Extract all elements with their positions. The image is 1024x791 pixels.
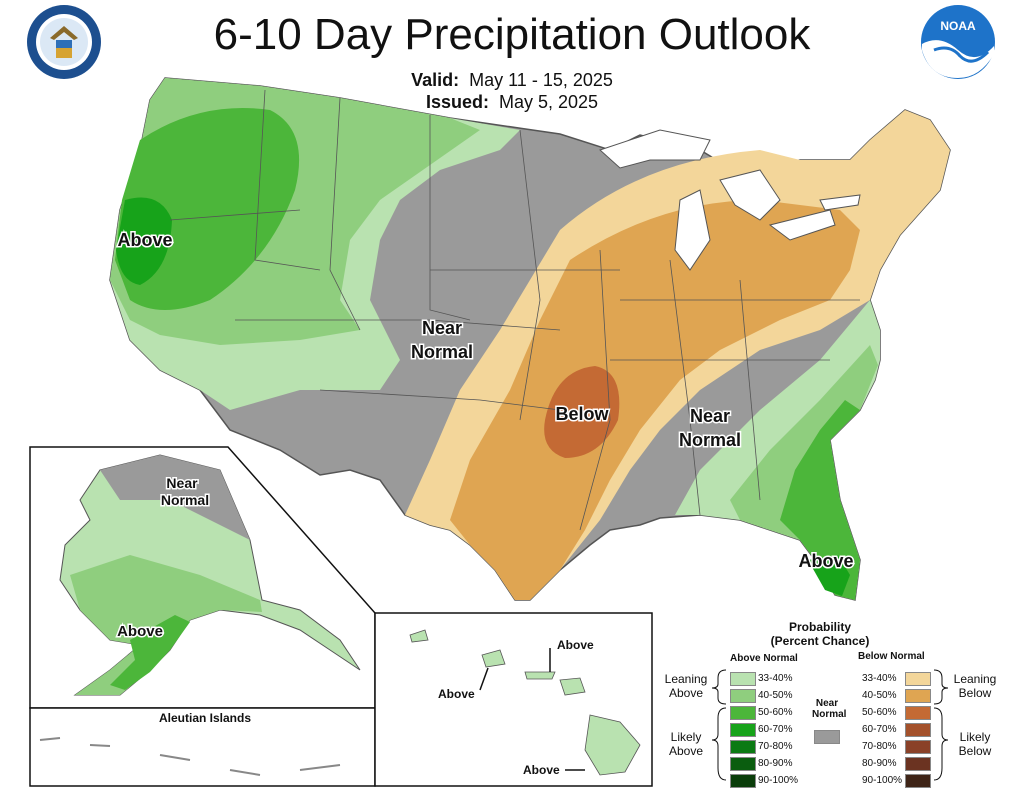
- noaa-logo-icon: NOAA: [921, 5, 995, 79]
- legend-below-label: 50-60%: [862, 707, 897, 718]
- legend-above-swatch: [730, 689, 756, 703]
- legend-below-swatch: [905, 723, 931, 737]
- legend-near-swatch: [814, 730, 840, 744]
- legend-below-swatch: [905, 672, 931, 686]
- legend-below-header: Below Normal: [858, 651, 925, 662]
- legend-leaning-above: Leaning Above: [664, 672, 708, 700]
- label-hawaii-above-2: Above: [438, 687, 475, 701]
- valid-label: Valid:: [411, 70, 460, 90]
- legend-below-swatch: [905, 757, 931, 771]
- legend-above-label: 50-60%: [758, 707, 793, 718]
- legend-likely-below: Likely Below: [950, 730, 1000, 758]
- legend-below-label: 40-50%: [862, 690, 897, 701]
- legend-below-swatch: [905, 774, 931, 788]
- label-near-southeast-2: Normal: [679, 430, 741, 450]
- aleutian-inset: Aleutian Islands: [29, 707, 376, 787]
- label-hawaii-above-1: Above: [557, 638, 594, 652]
- legend-above-label: 80-90%: [758, 758, 793, 769]
- legend-likely-above: Likely Above: [664, 730, 708, 758]
- legend-above-label: 60-70%: [758, 724, 793, 735]
- state-lines: [169, 89, 860, 531]
- west-above-60: [116, 197, 172, 285]
- label-hawaii-above-3: Above: [523, 763, 560, 777]
- issued-label: Issued:: [425, 92, 489, 112]
- department-of-commerce-seal-icon: [27, 5, 101, 79]
- legend-likely-above-2: Above: [668, 744, 704, 758]
- legend-likely-below-1: Likely: [959, 730, 991, 744]
- legend-leaning-above-1: Leaning: [664, 672, 708, 686]
- issued-date: Issued: May 5, 2025: [0, 92, 1024, 113]
- legend-title-1: Probability: [788, 620, 851, 634]
- legend-title-2: (Percent Chance): [770, 634, 870, 648]
- legend-above-label: 90-100%: [758, 775, 799, 786]
- label-near-central-2: Normal: [411, 342, 473, 362]
- label-near-central-1: Near: [422, 318, 462, 338]
- legend-above-label: 40-50%: [758, 690, 793, 701]
- legend-below-label: 90-100%: [862, 775, 903, 786]
- legend-below-label: 70-80%: [862, 741, 897, 752]
- legend-above-swatch: [730, 740, 756, 754]
- label-aleutian-islands: Aleutian Islands: [159, 711, 251, 725]
- legend-below-label: 80-90%: [862, 758, 897, 769]
- label-alaska-above: Above: [117, 623, 163, 640]
- valid-dates: Valid: May 11 - 15, 2025: [0, 70, 1024, 91]
- florida-above-60: [808, 555, 850, 596]
- label-above-west: Above: [117, 230, 172, 250]
- alaska-inset: Near Normal Above: [29, 446, 376, 709]
- legend-below-swatch: [905, 689, 931, 703]
- noaa-text: NOAA: [940, 19, 976, 33]
- label-below-central: Below: [555, 404, 609, 424]
- issued-value: May 5, 2025: [498, 92, 599, 112]
- legend-leaning-above-2: Above: [668, 686, 704, 700]
- label-alaska-near-1: Near: [166, 475, 198, 491]
- legend-leaning-below: Leaning Below: [950, 672, 1000, 700]
- legend-likely-above-1: Likely: [670, 730, 702, 744]
- legend-near-label-2: Normal: [812, 709, 847, 720]
- legend-above-swatch: [730, 757, 756, 771]
- legend-near-label-1: Near: [815, 698, 839, 709]
- hawaii-inset: Above Above Above: [374, 612, 653, 787]
- label-near-southeast-1: Near: [690, 406, 730, 426]
- legend-above-header: Above Normal: [730, 653, 798, 664]
- central-below-50: [544, 366, 620, 458]
- label-above-florida: Above: [798, 551, 853, 571]
- legend-above-swatch: [730, 672, 756, 686]
- valid-value: May 11 - 15, 2025: [469, 70, 613, 90]
- legend-below-swatch: [905, 706, 931, 720]
- legend-likely-below-2: Below: [958, 744, 992, 758]
- legend-below-label: 33-40%: [862, 673, 897, 684]
- label-alaska-near-2: Normal: [161, 492, 209, 508]
- legend-above-swatch: [730, 706, 756, 720]
- legend-below-braces: [933, 669, 949, 781]
- legend-above-swatch: [730, 723, 756, 737]
- legend-above-swatch: [730, 774, 756, 788]
- southeast-above-50: [780, 400, 860, 600]
- legend-leaning-below-2: Below: [958, 686, 992, 700]
- legend-above-label: 70-80%: [758, 741, 793, 752]
- great-lakes: [599, 129, 861, 271]
- legend-below-label: 60-70%: [862, 724, 897, 735]
- legend-above-label: 33-40%: [758, 673, 793, 684]
- page-title: 6-10 Day Precipitation Outlook: [213, 10, 811, 59]
- legend-below-swatch: [905, 740, 931, 754]
- legend-near-label: Near Normal: [812, 698, 846, 720]
- legend-leaning-below-1: Leaning: [953, 672, 997, 686]
- legend-above-braces: [711, 669, 727, 781]
